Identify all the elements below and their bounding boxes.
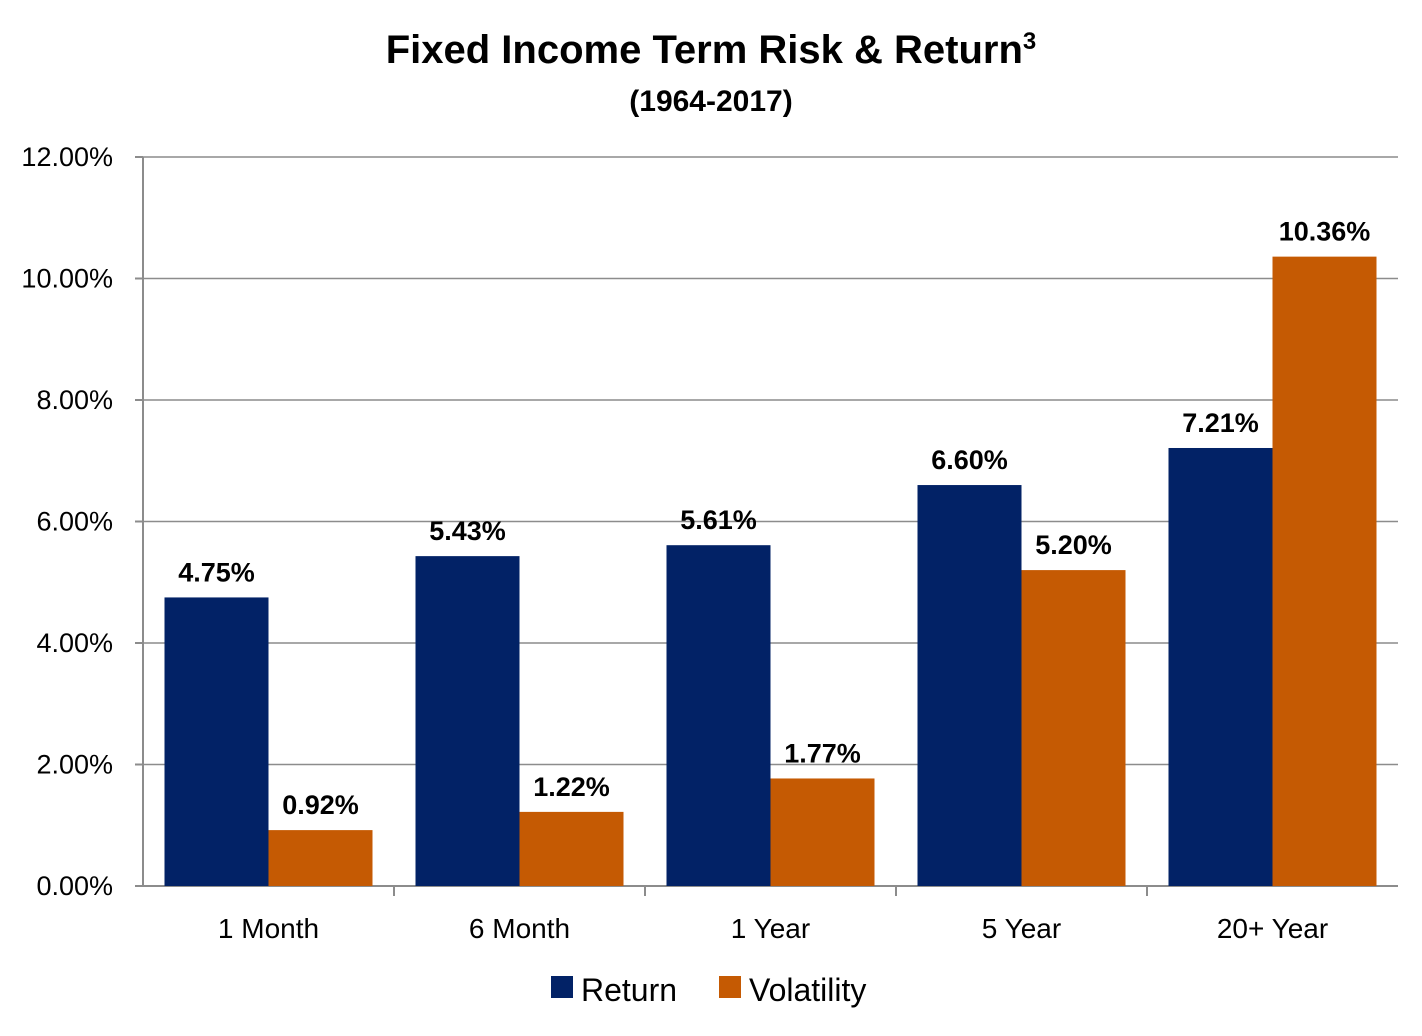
- bar-volatility: [1021, 570, 1126, 886]
- bar-volatility: [1272, 256, 1377, 886]
- data-label: 1.22%: [533, 772, 610, 802]
- legend-swatch-volatility: [719, 976, 741, 998]
- legend-label-volatility: Volatility: [749, 972, 866, 1008]
- bar-return: [1168, 447, 1273, 886]
- bar-return: [917, 485, 1022, 886]
- y-tick-label: 12.00%: [21, 142, 113, 172]
- chart-title: Fixed Income Term Risk & Return3: [386, 28, 1037, 72]
- x-category-label: 20+ Year: [1217, 913, 1328, 944]
- data-label: 6.60%: [931, 445, 1008, 475]
- bar-return: [666, 545, 771, 886]
- chart-title-text: Fixed Income Term Risk & Return: [386, 28, 1023, 72]
- bar-return: [164, 597, 269, 886]
- y-tick-label: 8.00%: [36, 385, 113, 415]
- legend: Return Volatility: [551, 972, 866, 1008]
- data-label: 7.21%: [1182, 408, 1259, 438]
- data-label: 10.36%: [1279, 217, 1371, 247]
- chart-subtitle: (1964-2017): [629, 85, 792, 118]
- bar-volatility: [770, 778, 875, 886]
- y-tick-label: 10.00%: [21, 264, 113, 294]
- chart-title-superscript: 3: [1023, 28, 1036, 55]
- x-category-label: 1 Year: [731, 913, 810, 944]
- data-label: 5.61%: [680, 505, 757, 535]
- data-label: 5.43%: [429, 516, 506, 546]
- axes: 0.00% 2.00% 4.00% 6.00% 8.00% 10.00% 12.00% 1 M…: [21, 142, 1398, 944]
- y-tick-label: 0.00%: [36, 871, 113, 901]
- bar-return: [415, 556, 520, 886]
- data-labels: 4.75% 0.92% 5.43% 1.22% 5.61% 1.77% 6.60% 5.20%…: [178, 217, 1370, 820]
- bars: [164, 256, 1377, 886]
- legend-label-return: Return: [581, 972, 677, 1008]
- data-label: 4.75%: [178, 557, 255, 587]
- data-label: 0.92%: [282, 790, 359, 820]
- data-label: 1.77%: [784, 738, 861, 768]
- x-category-label: 6 Month: [469, 913, 570, 944]
- bar-volatility: [519, 811, 624, 886]
- y-tick-label: 6.00%: [36, 507, 113, 537]
- y-tick-label: 2.00%: [36, 750, 113, 780]
- data-label: 5.20%: [1035, 530, 1112, 560]
- legend-swatch-return: [551, 976, 573, 998]
- x-category-label: 5 Year: [982, 913, 1061, 944]
- x-category-label: 1 Month: [218, 913, 319, 944]
- bar-volatility: [268, 830, 373, 886]
- y-tick-label: 4.00%: [36, 628, 113, 658]
